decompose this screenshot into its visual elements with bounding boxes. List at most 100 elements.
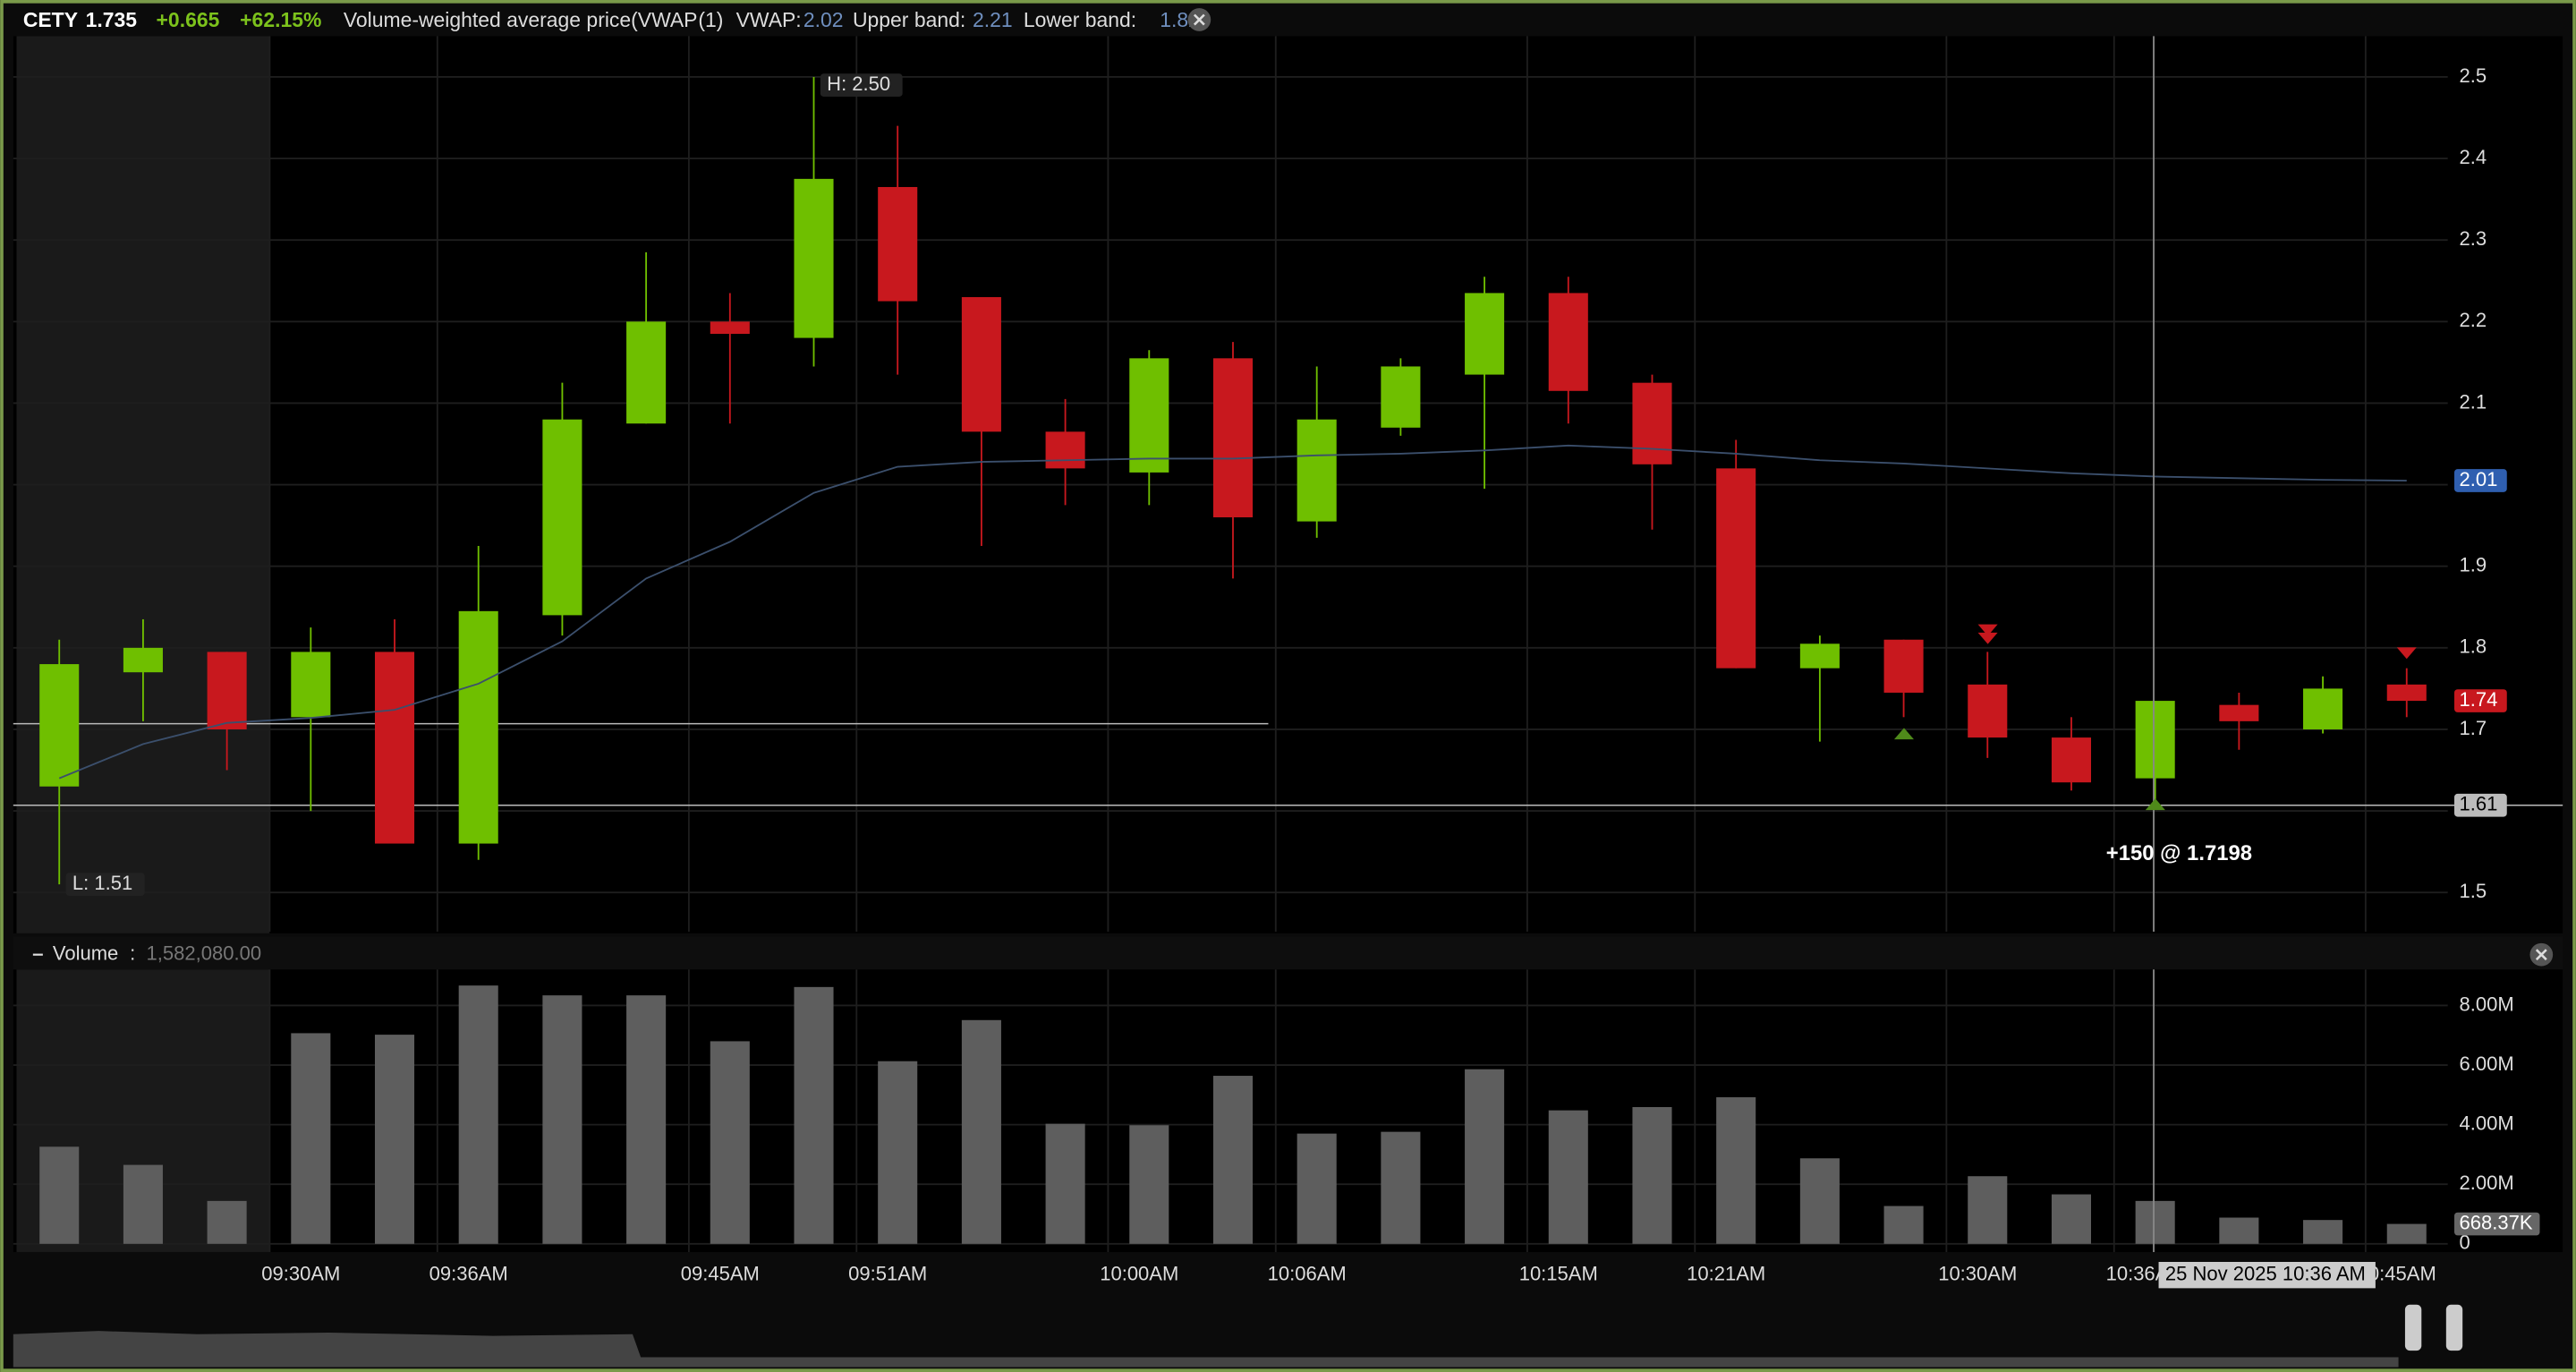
candle-body	[626, 321, 667, 424]
x-tick-label: 09:36AM	[429, 1262, 508, 1284]
y-tick-label: 1.9	[2460, 554, 2487, 576]
navigator-handle[interactable]	[2445, 1304, 2463, 1351]
candle-body	[2303, 688, 2343, 729]
last-tag	[2454, 689, 2507, 712]
sell-marker	[2396, 647, 2417, 660]
x-tick-label: 10:06AM	[1268, 1262, 1347, 1284]
y-tick-label: 2.3	[2460, 227, 2487, 250]
navigator	[13, 1331, 2399, 1368]
candle-body	[710, 321, 750, 335]
change: +0.665	[157, 8, 220, 31]
volume-title: Volume	[53, 942, 118, 964]
candle-body	[1381, 366, 1421, 428]
volume-bar	[542, 995, 582, 1244]
vwap-tag-label: 2.01	[2460, 468, 2498, 490]
separator: :	[130, 942, 135, 964]
volume-bar	[1799, 1158, 1840, 1244]
volume-bar	[1883, 1206, 1924, 1244]
x-tick-label: 10:21AM	[1687, 1262, 1765, 1284]
volume-bar	[961, 1019, 1001, 1244]
buy-marker	[2145, 798, 2165, 811]
symbol: CETY	[23, 8, 78, 31]
low-label: L: 1.51	[72, 872, 132, 894]
study-name: Volume-weighted average price(VWAP	[344, 8, 698, 31]
candle-body	[374, 652, 415, 844]
candle-body	[1968, 684, 2008, 738]
y-tick-label: 2.5	[2460, 64, 2487, 87]
candle-body	[2135, 701, 2175, 779]
candle-body	[39, 664, 80, 787]
upper-value: 2.21	[973, 8, 1013, 31]
candle-body	[1883, 639, 1924, 693]
candle-body	[123, 647, 163, 673]
vwap-label: VWAP:	[736, 8, 802, 31]
last-tag-label: 1.74	[2460, 688, 2498, 711]
volume-header-bar	[13, 936, 2563, 970]
volume-bar	[1968, 1176, 2008, 1244]
price-tag-label: 1.61	[2460, 793, 2498, 815]
volume-bar	[2303, 1220, 2343, 1244]
volume-bar	[2219, 1217, 2259, 1244]
y-tick-label: 2.1	[2460, 390, 2487, 413]
volume-bar	[1716, 1097, 1756, 1244]
volume-bar	[291, 1033, 331, 1244]
volume-bar	[626, 995, 667, 1244]
volume-bar	[1381, 1131, 1421, 1244]
price-tag	[2454, 793, 2507, 817]
volume-bar	[794, 986, 834, 1244]
x-tick-label: 09:51AM	[848, 1262, 927, 1284]
upper-label: Upper band:	[853, 8, 965, 31]
y-tick-label: 4.00M	[2460, 1112, 2514, 1134]
x-tick-label: 10:00AM	[1100, 1262, 1178, 1284]
sell-marker	[1977, 632, 1998, 644]
y-tick-label: 1.7	[2460, 717, 2487, 739]
vwap-tag	[2454, 469, 2507, 492]
volume-bar	[878, 1061, 918, 1244]
close-study[interactable]	[1187, 8, 1211, 31]
volume-bar	[1129, 1125, 1169, 1244]
candle-body	[1632, 382, 1672, 464]
high-tag	[820, 73, 903, 97]
y-tick-label: 0	[2460, 1231, 2470, 1254]
candle-body	[2219, 704, 2259, 721]
vwap-line	[58, 444, 2407, 780]
high-label: H: 2.50	[827, 72, 890, 95]
candle-body	[1297, 419, 1337, 522]
buy-marker	[1893, 728, 1914, 740]
volume-total: 1,582,080.00	[147, 942, 262, 964]
volume-bar	[1297, 1133, 1337, 1244]
sell-marker	[1977, 624, 1998, 636]
volume-bar	[1632, 1106, 1672, 1244]
candle-body	[542, 419, 582, 616]
candle-body	[207, 652, 247, 729]
close-volume[interactable]	[2529, 942, 2554, 967]
volume-bar	[2386, 1223, 2427, 1244]
candle-body	[1716, 468, 1756, 669]
change-pct: +62.15%	[240, 8, 321, 31]
volume-bar	[1045, 1123, 1085, 1244]
volume-bar	[1212, 1076, 1254, 1244]
y-tick-label: 2.2	[2460, 309, 2487, 331]
volume-bar	[123, 1164, 163, 1244]
volume-bar	[2051, 1194, 2092, 1244]
vwap-value: 2.02	[803, 8, 844, 31]
volume-bar	[374, 1035, 415, 1244]
candle-body	[794, 178, 834, 338]
navigator-handle[interactable]	[2404, 1304, 2422, 1351]
y-tick-label: 6.00M	[2460, 1052, 2514, 1075]
trade-label: +150 @ 1.7198	[2106, 841, 2252, 865]
lower-label: Lower band:	[1024, 8, 1136, 31]
x-tick-label: 09:45AM	[681, 1262, 760, 1284]
y-tick-label: 2.4	[2460, 146, 2487, 168]
volume-bar	[39, 1146, 80, 1244]
study-param: (1)	[698, 8, 723, 31]
volume-tag	[2454, 1212, 2540, 1236]
candle-body	[1212, 358, 1254, 518]
candle-body	[878, 186, 918, 302]
candle-body	[1465, 293, 1505, 375]
candle-body	[291, 652, 331, 718]
volume-bar	[207, 1200, 247, 1244]
x-tick-label: 10:30AM	[1938, 1262, 2017, 1284]
volume-bar	[1548, 1110, 1588, 1244]
